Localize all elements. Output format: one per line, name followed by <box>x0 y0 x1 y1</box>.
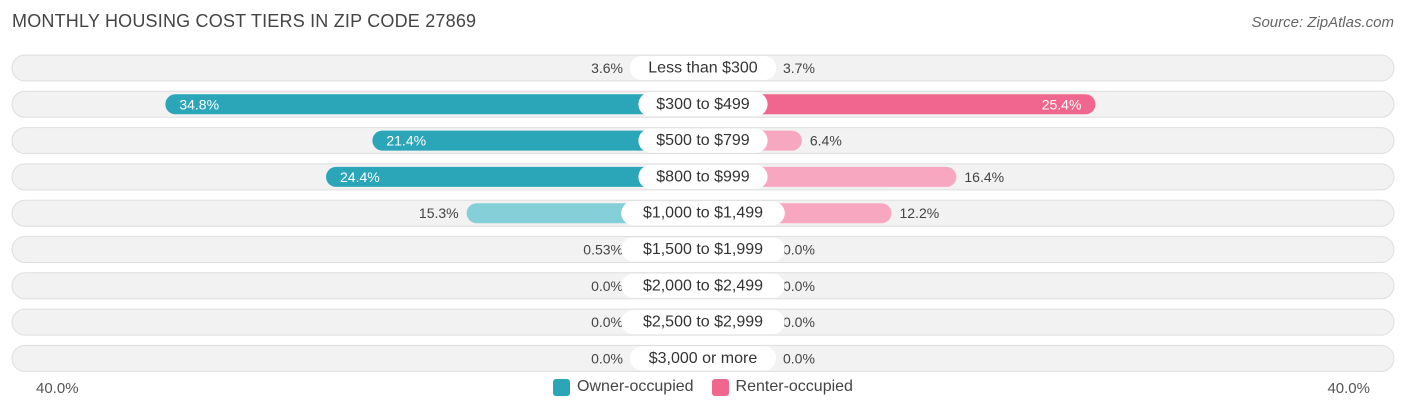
axis-left-label: 40.0% <box>36 380 79 397</box>
owner-value-label: 0.0% <box>591 350 623 366</box>
category-label: $300 to $499 <box>656 96 750 113</box>
owner-value-label: 15.3% <box>419 205 459 221</box>
source-credit: Source: ZipAtlas.com <box>1251 14 1394 31</box>
category-pill <box>638 128 768 153</box>
category-pill <box>638 92 768 117</box>
category-pill <box>621 237 785 262</box>
category-label: $500 to $799 <box>656 132 750 149</box>
owner-value-label: 0.53% <box>583 242 623 258</box>
category-pill <box>621 273 785 298</box>
legend-item-owner: Owner-occupied <box>553 378 694 396</box>
axis-right-label: 40.0% <box>1327 380 1370 397</box>
owner-value-label: 0.0% <box>591 278 623 294</box>
category-label: $2,000 to $2,499 <box>643 277 763 294</box>
category-pill <box>621 310 785 335</box>
renter-value-label: 25.4% <box>1042 96 1082 112</box>
renter-bar <box>693 94 1096 115</box>
category-label: Less than $300 <box>648 60 758 77</box>
owner-value-label: 24.4% <box>340 169 380 185</box>
legend-item-renter: Renter-occupied <box>711 378 853 396</box>
legend-label-renter: Renter-occupied <box>735 378 853 395</box>
category-label: $1,500 to $1,999 <box>643 241 763 258</box>
chart-title: MONTHLY HOUSING COST TIERS IN ZIP CODE 2… <box>12 11 477 31</box>
category-pill <box>638 164 768 189</box>
renter-value-label: 0.0% <box>783 242 815 258</box>
category-label: $1,000 to $1,499 <box>643 205 763 222</box>
renter-value-label: 16.4% <box>964 169 1004 185</box>
owner-bar <box>372 130 713 151</box>
renter-value-label: 3.7% <box>783 60 815 76</box>
renter-value-label: 0.0% <box>783 314 815 330</box>
owner-bar <box>165 94 714 115</box>
legend-label-owner: Owner-occupied <box>577 378 694 395</box>
category-label: $800 to $999 <box>656 168 750 185</box>
renter-value-label: 6.4% <box>810 133 842 149</box>
owner-value-label: 34.8% <box>179 96 219 112</box>
category-label: $3,000 or more <box>649 350 758 367</box>
category-pill <box>621 201 785 226</box>
renter-value-label: 12.2% <box>899 205 939 221</box>
owner-value-label: 0.0% <box>591 314 623 330</box>
category-pill <box>629 56 777 80</box>
owner-value-label: 3.6% <box>591 60 623 76</box>
renter-value-label: 0.0% <box>783 278 815 294</box>
renter-value-label: 0.0% <box>783 350 815 366</box>
category-label: $2,500 to $2,999 <box>643 314 763 331</box>
renter-swatch <box>711 378 729 396</box>
category-pill <box>629 346 777 371</box>
owner-swatch <box>553 378 571 396</box>
owner-value-label: 21.4% <box>386 133 426 149</box>
owner-bar <box>326 166 713 187</box>
legend: Owner-occupied Renter-occupied <box>0 378 1406 396</box>
